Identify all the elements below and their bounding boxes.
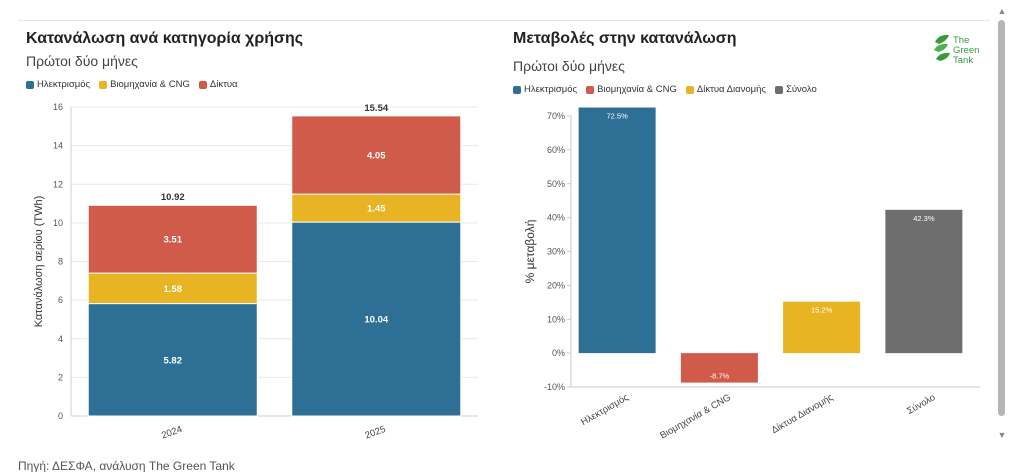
legend-swatch [685,85,694,94]
legend-label: Σύνολο [785,84,817,95]
bar [783,301,861,354]
consumption-change-chart: Μεταβολές στην κατανάλωση Πρώτοι δύο μήν… [505,22,990,442]
y-tick-label: 16 [53,102,63,112]
y-tick-label: 20% [547,280,565,290]
x-tick-label: Ηλεκτρισμός [579,392,631,428]
bar-value-label: 72.5% [606,112,628,121]
legend-swatch [586,85,595,94]
green-tank-leaf-icon [934,34,950,61]
consumption-by-category-chart: Κατανάλωση ανά κατηγορία χρήσης Πρώτοι δ… [18,22,488,442]
bar [680,353,758,383]
bar-segment [291,115,462,195]
y-tick-label: 6 [58,295,63,305]
chart-legend: Ηλεκτρισμός Βιομηχανία & CNG Δίκτυα Διαν… [513,84,817,95]
bar-total-label: 15.54 [364,103,388,114]
bar-segment-label: 3.51 [164,235,183,246]
bar [578,107,656,354]
y-tick-label: 4 [58,334,63,344]
y-tick-label: 8 [58,257,63,267]
y-tick-label: 10 [53,218,63,228]
legend-item-distribution[interactable]: Δίκτυα Διανομής [685,84,766,95]
legend-label: Ηλεκτρισμός [37,79,91,90]
chart-title: Μεταβολές στην κατανάλωση [513,30,737,47]
scroll-up-icon[interactable]: ▲ [997,6,1007,16]
legend-item-industry[interactable]: Βιομηχανία & CNG [99,79,190,90]
x-tick-label: Βιομηχανία & CNG [658,392,733,441]
legend-item-electricity[interactable]: Ηλεκτρισμός [513,84,577,95]
y-tick-label: 0 [58,411,63,421]
legend-label: Δίκτυα [209,79,238,90]
x-tick-label: 2025 [364,424,388,442]
x-tick-label: Σύνολο [905,392,937,417]
y-tick-label: 0% [552,348,565,358]
scroll-down-icon[interactable]: ▼ [997,430,1007,440]
y-axis-title: Κατανάλωση αερίου (TWh) [33,196,45,328]
legend-swatch [198,80,207,89]
legend-item-electricity[interactable]: Ηλεκτρισμός [26,79,90,90]
legend-item-total[interactable]: Σύνολο [774,84,817,95]
top-divider [18,20,990,21]
legend-label: Δίκτυα Διανομής [696,84,766,95]
y-tick-label: 70% [547,111,565,121]
bar-segment-label: 10.04 [364,315,388,326]
x-tick-label: Δίκτυα Διανομής [770,392,836,436]
y-tick-label: 60% [547,145,565,155]
legend-swatch [26,80,34,89]
bar-value-label: 15.2% [811,306,833,315]
x-tick-label: 2024 [160,424,184,442]
vertical-scrollbar[interactable]: ▲ ▼ [996,0,1008,472]
legend-swatch [774,85,783,94]
y-tick-label: 50% [547,179,565,189]
bar-segment [87,204,258,274]
stacked-bar-plot: 0 2 4 6 8 10 12 14 16 Κατανάλωση αερίου (TWh) 5.82… [33,102,478,442]
legend-label: Ηλεκτρισμός [524,84,578,95]
scrollbar-thumb[interactable] [998,20,1005,416]
chart-title: Κατανάλωση ανά κατηγορία χρήσης [26,30,304,47]
bar-segment-label: 1.58 [164,284,183,295]
bar-segment [291,193,462,223]
legend-item-networks[interactable]: Δίκτυα [198,79,238,90]
logo-text: The Green Tank [953,35,980,66]
legend-label: Βιομηχανία & CNG [110,79,190,90]
y-axis-title: % μεταβολή [523,220,537,284]
y-tick-label: 10% [547,314,565,324]
y-tick-label: 30% [547,247,565,257]
bar-segment [291,221,462,417]
source-note: Πηγή: ΔΕΣΦΑ, ανάλυση The Green Tank [18,459,235,472]
bar-segment-label: 5.82 [164,355,183,366]
legend-swatch [99,80,108,89]
bar-segment-label: 1.45 [367,204,386,215]
legend-swatch [513,85,521,94]
bar [885,209,963,354]
legend-label: Βιομηχανία & CNG [597,84,677,95]
y-tick-label: 2 [58,372,63,382]
bar-segment [87,303,258,417]
bar-value-label: -8.7% [710,372,730,381]
chart-subtitle: Πρώτοι δύο μήνες [26,53,138,69]
change-bar-plot: -10% 0% 10% 20% 30% 40% 50% 60% 70% % μεταβολή 72.… [523,107,980,441]
chart-subtitle: Πρώτοι δύο μήνες [513,58,625,74]
y-tick-label: 12 [53,179,63,189]
bar-total-label: 10.92 [161,192,185,203]
legend-item-industry[interactable]: Βιομηχανία & CNG [586,84,677,95]
bar-value-label: 42.3% [913,214,935,223]
y-tick-label: -10% [544,382,565,392]
y-tick-label: 40% [547,213,565,223]
bar-segment-label: 4.05 [367,150,386,161]
chart-legend: Ηλεκτρισμός Βιομηχανία & CNG Δίκτυα [26,79,238,90]
green-tank-logo: The Green Tank [933,32,989,70]
y-tick-label: 14 [53,141,63,151]
